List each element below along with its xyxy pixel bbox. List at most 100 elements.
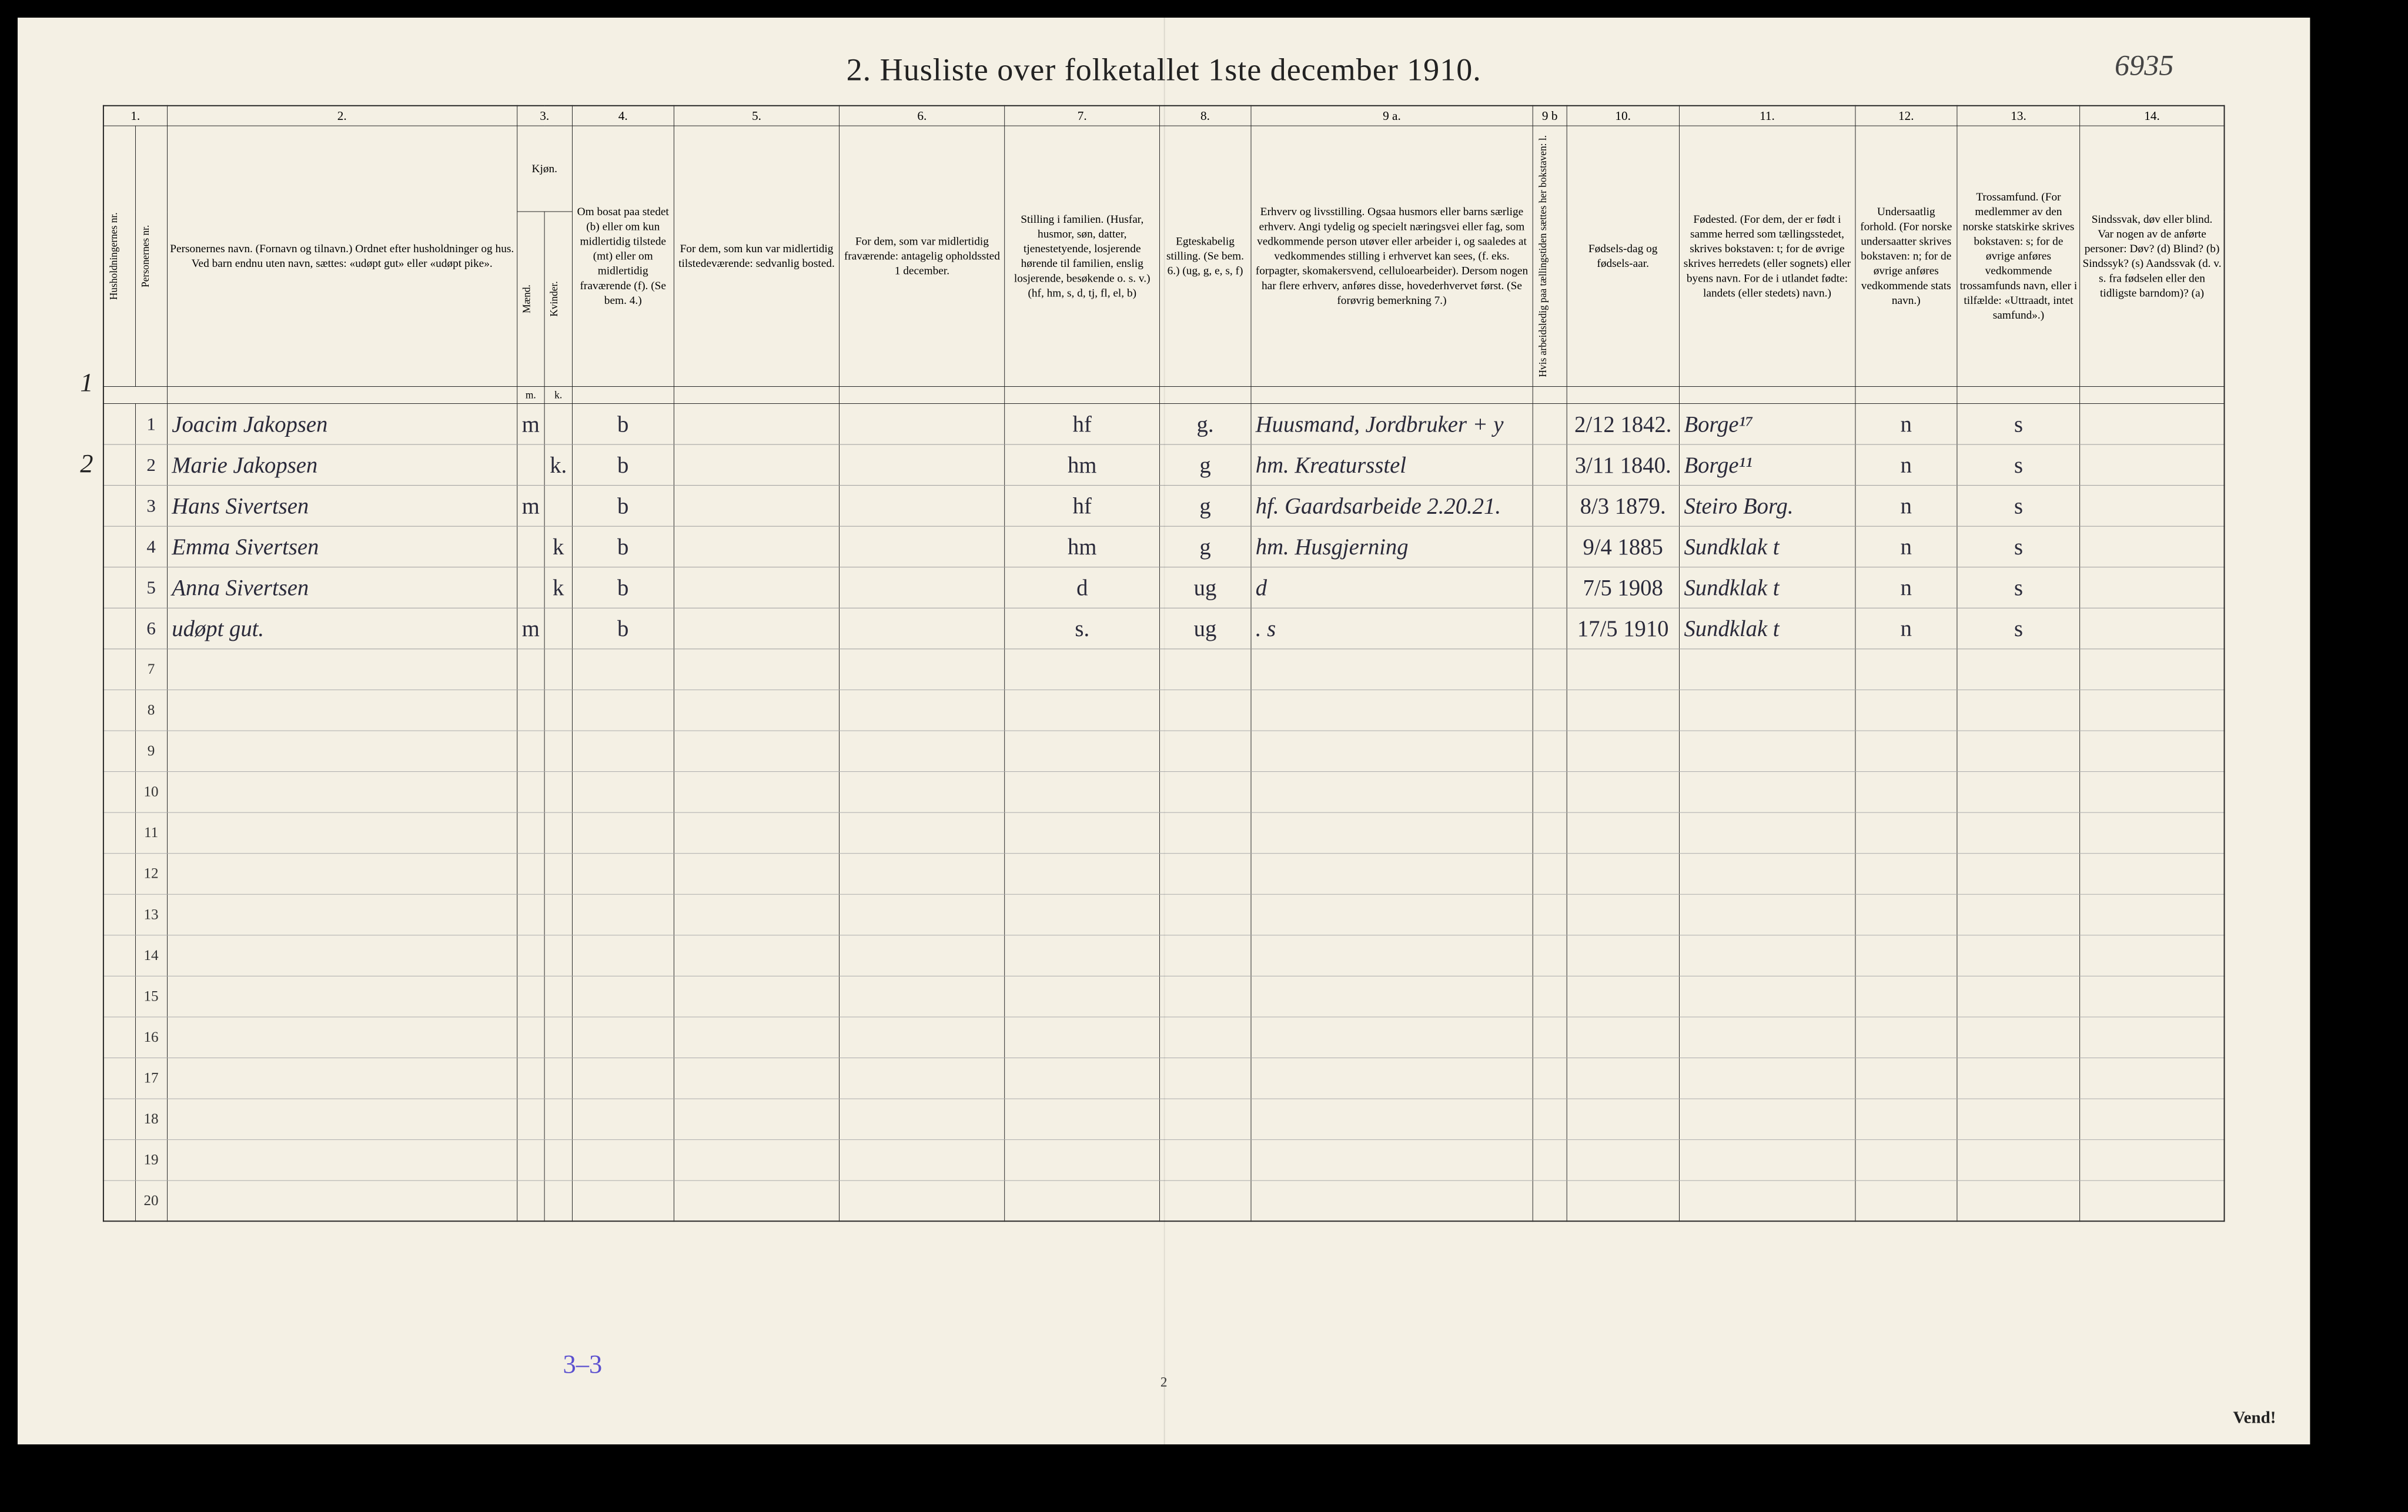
cell-col14 <box>2080 567 2224 608</box>
cell-empty <box>572 976 674 1017</box>
cell-household-nr <box>103 444 135 486</box>
cell-person-nr: 17 <box>135 1058 167 1099</box>
cell-empty <box>572 731 674 772</box>
cell-empty <box>1251 1140 1533 1181</box>
colnum-7: 7. <box>1005 106 1159 126</box>
cell-egteskab: g <box>1159 526 1250 567</box>
cell-empty <box>1159 649 1250 690</box>
cell-empty <box>544 772 572 813</box>
cell-empty <box>1855 894 1957 935</box>
cell-empty <box>674 772 839 813</box>
hdr-kvinder: Kvinder. <box>547 277 561 322</box>
cell-empty <box>674 1058 839 1099</box>
cell-household-nr <box>103 403 135 444</box>
cell-empty <box>1679 1017 1855 1058</box>
cell-empty <box>840 976 1005 1017</box>
header-row: Husholdningernes nr. Personernes nr. Per… <box>103 126 2225 212</box>
cell-9b <box>1533 444 1567 486</box>
colnum-6: 6. <box>840 106 1005 126</box>
cell-empty <box>2080 649 2224 690</box>
cell-sex-m: m <box>517 608 544 649</box>
cell-empty <box>1567 976 1679 1017</box>
hdr-egteskab: Egteskabelig stilling. (Se bem. 6.) (ug,… <box>1159 126 1250 386</box>
cell-person-nr: 20 <box>135 1180 167 1222</box>
cell-empty <box>840 649 1005 690</box>
cell-col14 <box>2080 608 2224 649</box>
cell-bosat: b <box>572 526 674 567</box>
cell-col6 <box>840 486 1005 527</box>
cell-empty <box>1005 1180 1159 1222</box>
cell-col6 <box>840 526 1005 567</box>
cell-empty <box>1567 812 1679 854</box>
cell-col6 <box>840 444 1005 486</box>
cell-bosat: b <box>572 608 674 649</box>
cell-empty <box>544 1180 572 1222</box>
cell-household-nr <box>103 608 135 649</box>
cell-empty <box>517 1140 544 1181</box>
cell-person-nr: 12 <box>135 854 167 895</box>
table-row: 12 <box>103 854 2225 895</box>
cell-col5 <box>674 486 839 527</box>
hdr-stilling-familie: Stilling i familien. (Husfar, husmor, sø… <box>1005 126 1159 386</box>
cell-household-nr <box>103 1180 135 1222</box>
cell-tros: s <box>1957 567 2080 608</box>
cell-9b <box>1533 567 1567 608</box>
cell-empty <box>572 690 674 731</box>
cell-person-nr: 1 <box>135 403 167 444</box>
cell-empty <box>572 1140 674 1181</box>
cell-sex-k <box>544 608 572 649</box>
cell-empty <box>1251 935 1533 976</box>
cell-empty <box>2080 1140 2224 1181</box>
hdr-bosat: Om bosat paa stedet (b) eller om kun mid… <box>572 126 674 386</box>
cell-empty <box>1251 731 1533 772</box>
cell-empty <box>840 731 1005 772</box>
cell-empty <box>1855 772 1957 813</box>
cell-empty <box>572 854 674 895</box>
table-row: 3 Hans Sivertsen m b hf g hf. Gaardsarbe… <box>103 486 2225 527</box>
cell-empty <box>517 649 544 690</box>
cell-household-nr <box>103 976 135 1017</box>
cell-empty <box>167 1099 517 1140</box>
cell-empty <box>2080 772 2224 813</box>
cell-fodselsdato: 9/4 1885 <box>1567 526 1679 567</box>
cell-name: Anna Sivertsen <box>167 567 517 608</box>
cell-empty <box>517 976 544 1017</box>
cell-empty <box>167 1180 517 1222</box>
cell-person-nr: 16 <box>135 1017 167 1058</box>
cell-household-nr <box>103 690 135 731</box>
cell-fodested: Borge¹⁷ <box>1679 403 1855 444</box>
cell-empty <box>1251 649 1533 690</box>
cell-sex-m: m <box>517 486 544 527</box>
cell-empty <box>1679 976 1855 1017</box>
cell-empty <box>1957 854 2080 895</box>
cell-tros: s <box>1957 526 2080 567</box>
cell-empty <box>1533 1180 1567 1222</box>
cell-stilling-familie: s. <box>1005 608 1159 649</box>
cell-empty <box>1957 772 2080 813</box>
cell-empty <box>1005 854 1159 895</box>
cell-empty <box>840 1180 1005 1222</box>
cell-empty <box>1005 1099 1159 1140</box>
cell-empty <box>1159 812 1250 854</box>
cell-col14 <box>2080 526 2224 567</box>
cell-9b <box>1533 526 1567 567</box>
cell-empty <box>2080 854 2224 895</box>
cell-empty <box>1533 731 1567 772</box>
cell-empty <box>167 1140 517 1181</box>
cell-household-nr <box>103 854 135 895</box>
cell-empty <box>1679 1180 1855 1222</box>
cell-fodested: Sundklak t <box>1679 567 1855 608</box>
cell-empty <box>840 1099 1005 1140</box>
cell-empty <box>1159 1058 1250 1099</box>
cell-empty <box>1159 1099 1250 1140</box>
cell-empty <box>167 1058 517 1099</box>
cell-empty <box>1957 1017 2080 1058</box>
cell-empty <box>572 1099 674 1140</box>
cell-empty <box>1855 690 1957 731</box>
cell-empty <box>1251 1017 1533 1058</box>
cell-empty <box>1679 935 1855 976</box>
cell-empty <box>1679 649 1855 690</box>
cell-empty <box>167 894 517 935</box>
cell-empty <box>1005 772 1159 813</box>
cell-undersaat: n <box>1855 403 1957 444</box>
